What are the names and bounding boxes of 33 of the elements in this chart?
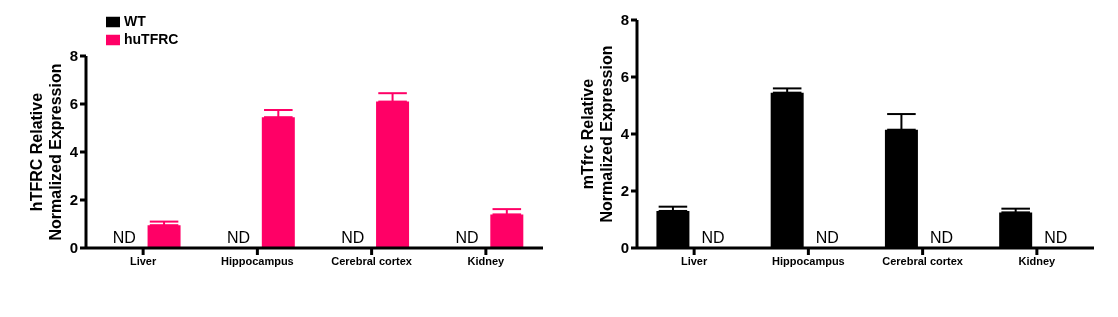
legend-label: huTFRC: [124, 31, 179, 47]
text: ND: [929, 229, 954, 246]
x-tick-label: Liver: [680, 254, 708, 267]
y-tick-label: 0: [620, 239, 629, 257]
y-tick-label: 8: [69, 47, 78, 65]
text: ND: [455, 229, 479, 246]
text: ND: [341, 229, 365, 246]
legend-label: WT: [124, 13, 146, 29]
y-tick-label: 2: [69, 191, 78, 209]
x-tick-label: Kidney: [1018, 254, 1057, 267]
x-tick-label: Cerebral cortex: [882, 254, 964, 267]
y-axis-title: mTfrc Relative Normalized Expression: [579, 45, 615, 223]
x-tick-label: Liver: [129, 254, 157, 267]
bar: [261, 117, 295, 248]
text: ND: [815, 229, 839, 246]
x-tick-label: Hippocampus: [772, 254, 845, 267]
y-tick-label: 4: [620, 125, 630, 143]
bar: [490, 214, 524, 248]
text: ND: [701, 229, 725, 246]
text: ND: [226, 229, 251, 246]
text: ND: [1044, 229, 1068, 246]
y-tick-label: 2: [620, 182, 629, 200]
x-tick-label: Kidney: [467, 254, 506, 267]
y-tick-label: 6: [620, 68, 629, 86]
x-tick-label: Hippocampus: [221, 254, 294, 267]
y-tick-label: 0: [69, 239, 78, 257]
y-tick-label: 6: [69, 95, 78, 113]
y-tick-label: 8: [620, 11, 629, 29]
y-tick-label: 4: [69, 143, 79, 161]
bar: [376, 101, 410, 248]
x-tick-label: Cerebral cortex: [331, 254, 413, 267]
text: ND: [112, 229, 136, 246]
y-axis-title: hTFRC Relative Normalized Expression: [28, 63, 64, 241]
